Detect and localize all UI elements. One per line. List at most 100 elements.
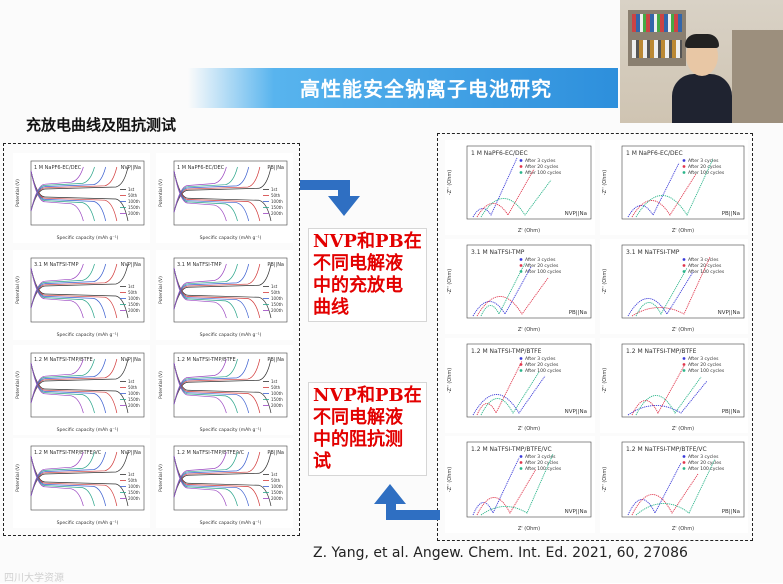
legend-entry: After 100 cycles (688, 269, 725, 275)
legend-entry: After 20 cycles (688, 263, 722, 269)
charge-curve (30, 166, 84, 212)
legend-entry: 150th (271, 490, 283, 495)
cabinet (732, 30, 783, 123)
plot-label: 1.2 M NaTFSI-TMP/BTFE (177, 357, 236, 363)
legend-entry: After 3 cycles (688, 257, 719, 263)
textbox-line-3: 中的充放电 (313, 275, 403, 296)
discharge-curve (30, 267, 129, 319)
section-title: 充放电曲线及阻抗测试 (26, 116, 177, 134)
discharge-curve (173, 455, 261, 507)
legend-marker (682, 258, 686, 261)
discharge-curve (173, 267, 227, 319)
legend-entry: After 20 cycles (525, 460, 559, 466)
nyquist-series (635, 458, 716, 516)
presenter-body (672, 74, 732, 123)
legend-entry: 150th (271, 302, 283, 307)
discharge-curve (173, 170, 250, 222)
legend-entry: 200th (128, 496, 140, 501)
plot-frame (466, 244, 592, 319)
legend-entry: 100th (271, 484, 283, 489)
arrow-to-textbox-icon (300, 180, 360, 216)
plot-cell-label: PB||Na (267, 450, 284, 456)
cd-plot-4: 1.2 M NaTFSI-TMP/BTFE NVP||Na Specific cap… (13, 345, 150, 435)
nyquist-series (472, 157, 518, 218)
nyquist-series (627, 271, 694, 317)
plot-label: 3.1 M NaTFSI-TMP (34, 262, 78, 268)
legend-entry: 200th (271, 403, 283, 408)
eis-plot-7: 1.2 M NaTFSI-TMP/BTFE/VC PB||Na Z' (Ohm) -Z… (600, 436, 748, 533)
nyquist-series (472, 375, 546, 416)
x-axis-label: Z' (Ohm) (518, 327, 540, 333)
plot-label: 3.1 M NaTFSI-TMP (626, 249, 680, 256)
plot-cell-label: PB||Na (722, 211, 740, 217)
discharge-curve (173, 267, 261, 319)
discharge-curve (173, 455, 250, 507)
legend-entry: 100th (128, 391, 140, 396)
charge-curve (30, 358, 107, 404)
cd-plot-2: 3.1 M NaTFSI-TMP NVP||Na Specific capacity… (13, 250, 150, 340)
books-row-bottom (632, 40, 682, 58)
plot-cell-label: PB||Na (569, 310, 587, 316)
plot-cell-label: PB||Na (267, 262, 284, 268)
y-axis-label: -Z'' (Ohm) (447, 269, 453, 294)
legend-entry: 150th (128, 205, 140, 210)
charge-curve (173, 166, 227, 213)
impedance-panel (437, 133, 753, 541)
charge-curve (30, 451, 129, 497)
legend-marker (519, 357, 523, 360)
discharge-curve (30, 362, 118, 414)
nyquist-series (635, 158, 714, 218)
plot-cell-label: NVP||Na (121, 450, 141, 456)
legend-entry: 100th (271, 296, 283, 301)
x-axis-label: Specific capacity (mAh g⁻¹) (57, 332, 119, 338)
legend-entry: After 20 cycles (525, 362, 559, 368)
x-axis-label: Z' (Ohm) (518, 228, 540, 234)
plot-frame (30, 257, 145, 323)
legend-marker (519, 369, 523, 372)
plot-label: 1 M NaPF6-EC/DEC (177, 165, 225, 171)
plot-frame (173, 257, 288, 323)
discharge-curve (30, 170, 84, 222)
legend-entry: 100th (128, 296, 140, 301)
y-axis-label: Potential (V) (15, 371, 21, 399)
textbox-line-4: 曲线 (313, 297, 349, 318)
plot-label: 1.2 M NaTFSI-TMP/BTFE/VC (471, 446, 552, 453)
y-axis-label: Potential (V) (15, 276, 21, 304)
x-axis-label: Specific capacity (mAh g⁻¹) (57, 235, 119, 241)
charge-curve (30, 263, 84, 309)
plot-cell-label: NVP||Na (565, 211, 587, 217)
discharge-curve (30, 362, 84, 414)
legend-entry: 200th (128, 211, 140, 216)
legend-entry: After 100 cycles (525, 269, 562, 275)
legend-marker (682, 455, 686, 458)
legend-entry: 100th (128, 199, 140, 204)
charge-curve (173, 451, 272, 498)
cd-plot-1: 1 M NaPF6-EC/DEC PB||Na Specific capacity … (156, 153, 293, 243)
plot-frame (466, 441, 592, 518)
plot-cell-label: NVP||Na (121, 357, 141, 363)
legend-entry: 50th (128, 193, 138, 198)
legend-entry: 150th (128, 397, 140, 402)
legend-entry: 1st (128, 187, 135, 192)
nyquist-series (480, 371, 540, 416)
legend-entry: After 100 cycles (525, 466, 562, 472)
legend-entry: 50th (271, 385, 281, 390)
eis-plot-6: 1.2 M NaTFSI-TMP/BTFE/VC NVP||Na Z' (Ohm) -… (445, 436, 595, 533)
legend-entry: 50th (128, 290, 138, 295)
textbox-impedance: NVP和PB在 不同电解液 中的阻抗测 试 (308, 382, 427, 476)
charge-curve (30, 263, 129, 309)
x-axis-label: Z' (Ohm) (518, 526, 540, 532)
plot-label: 1.2 M NaTFSI-TMP/BTFE/VC (626, 446, 707, 453)
legend-entry: 100th (128, 484, 140, 489)
plot-cell-label: NVP||Na (565, 509, 587, 515)
discharge-curve (30, 455, 84, 507)
cd-plot-5: 1.2 M NaTFSI-TMP/BTFE PB||Na Specific capa… (156, 345, 293, 435)
nyquist-series (635, 267, 688, 317)
nyquist-series (627, 462, 682, 516)
discharge-curve (173, 455, 227, 507)
nyquist-series (627, 380, 708, 416)
y-axis-label: Potential (V) (15, 464, 21, 492)
nyquist-series (631, 173, 697, 218)
legend-entry: 1st (128, 379, 135, 384)
